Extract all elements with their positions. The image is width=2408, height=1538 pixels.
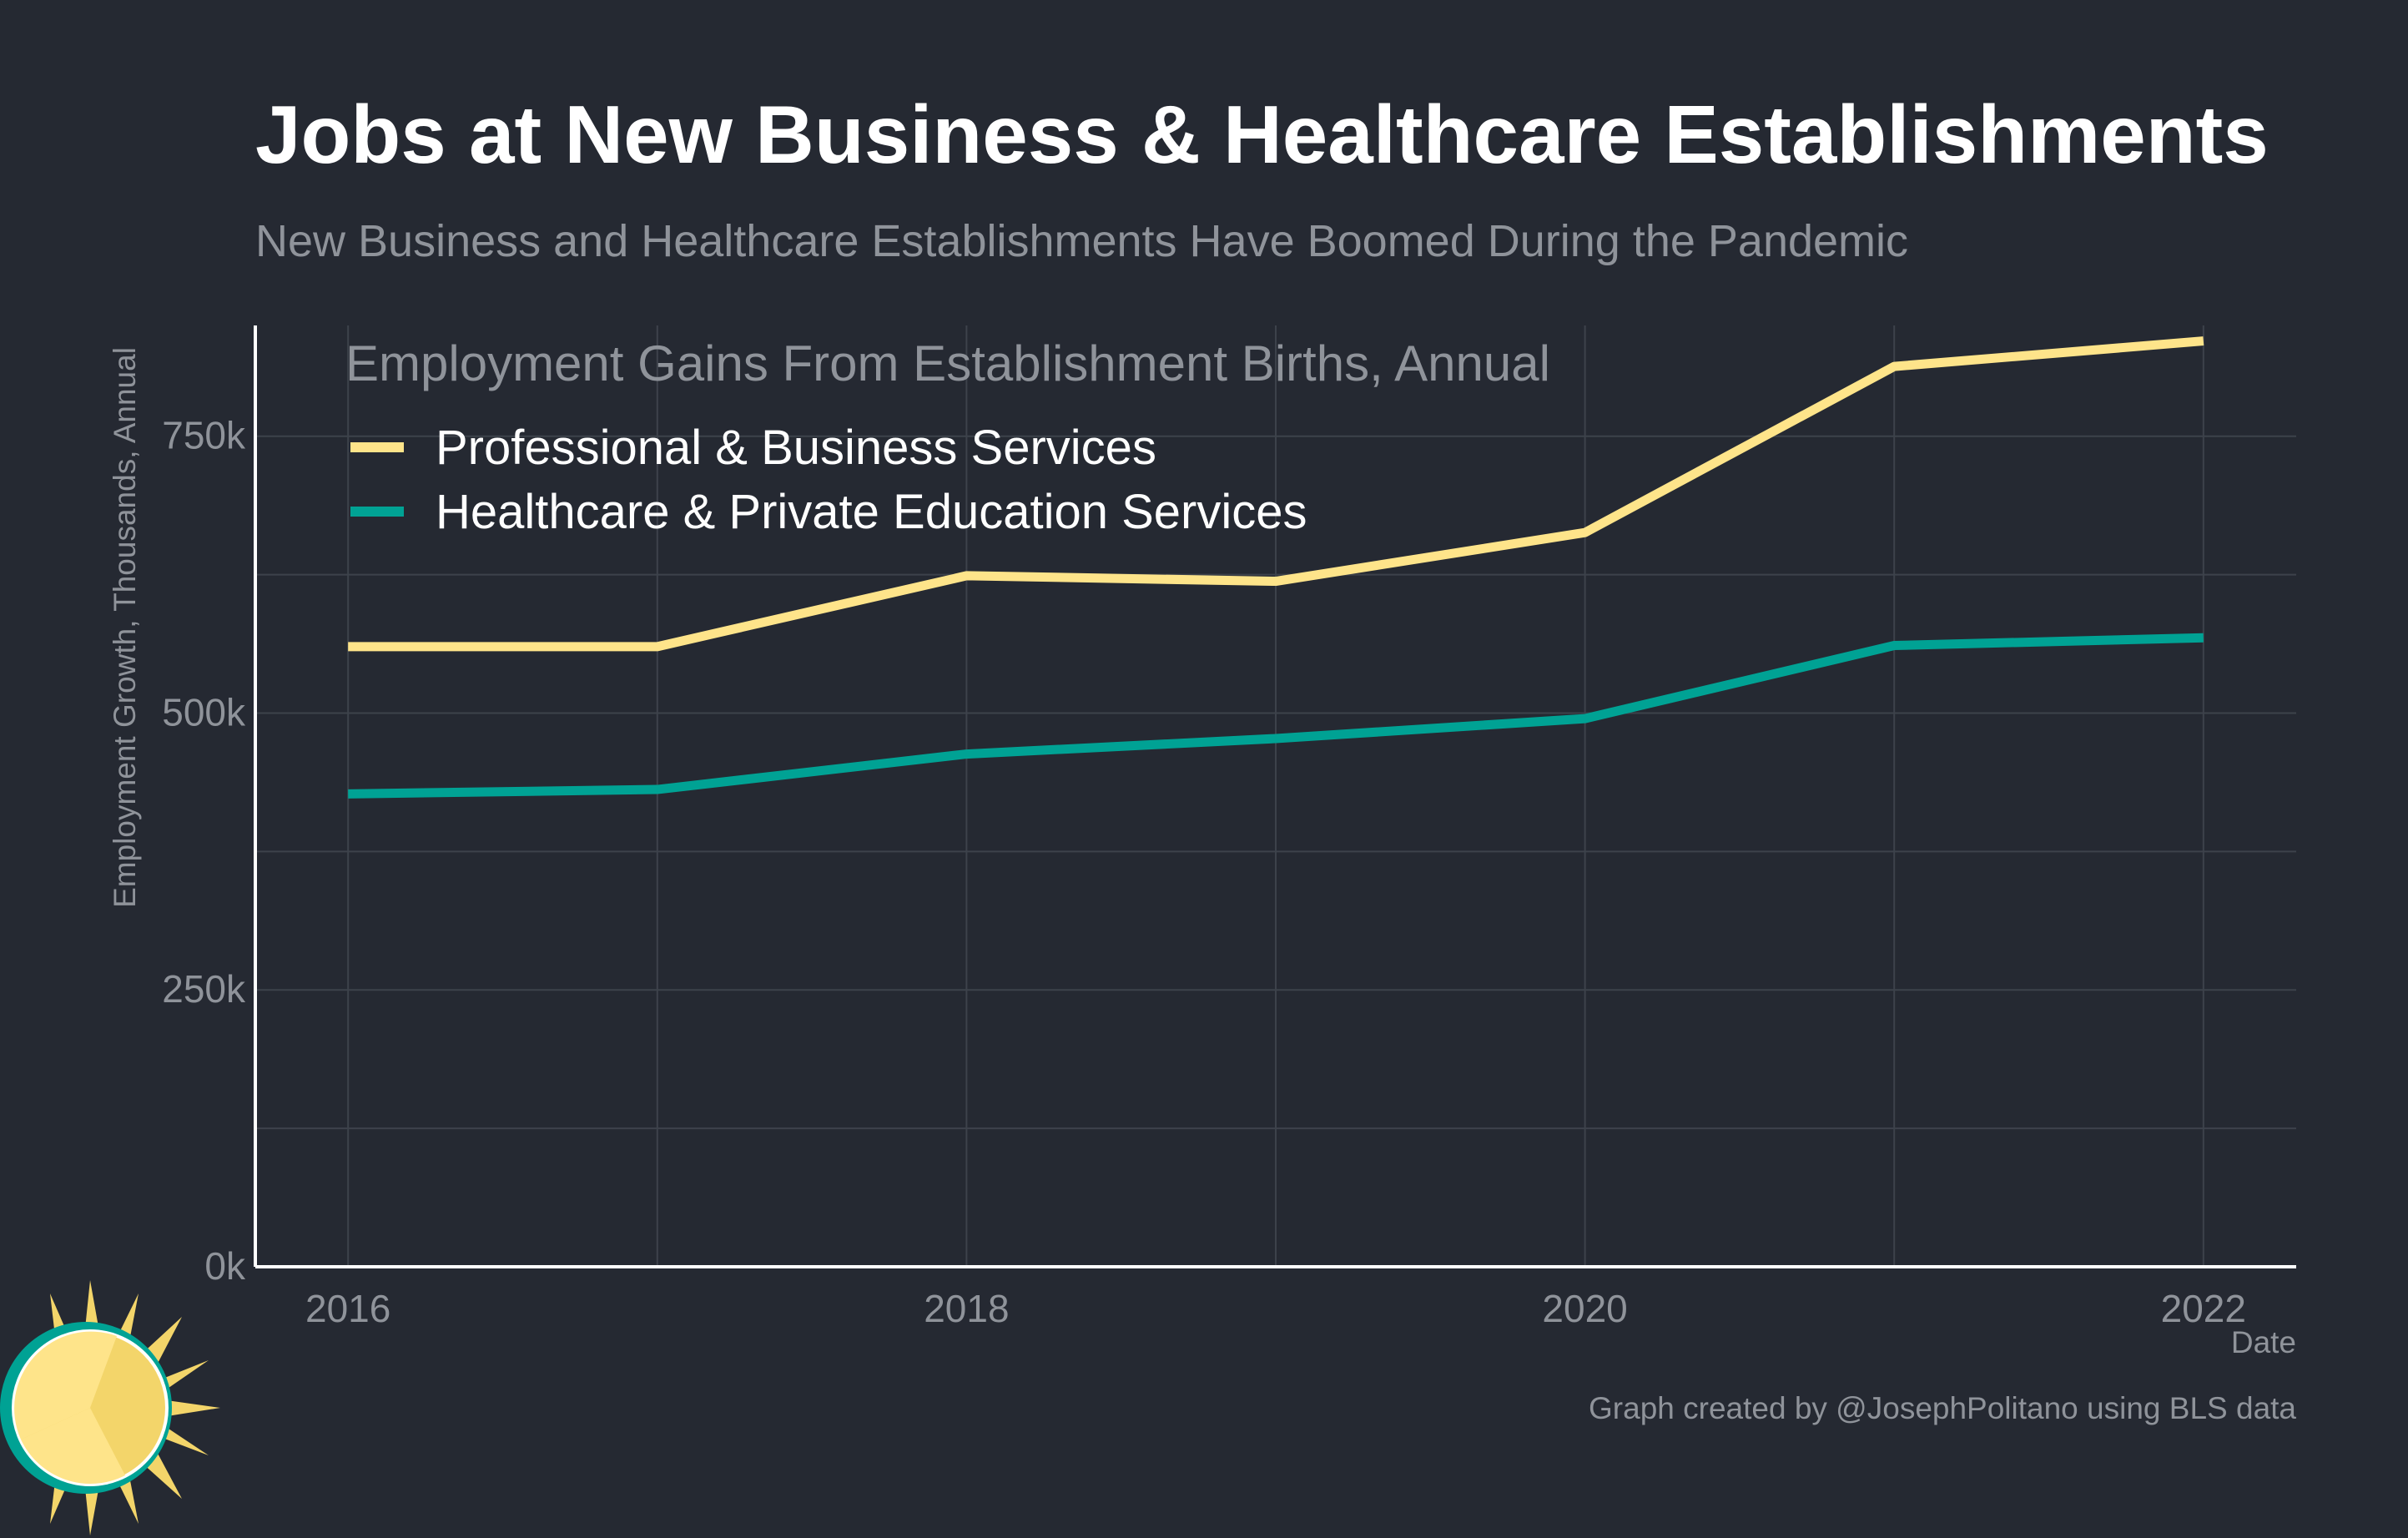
- credit-text: Graph created by @JosephPolitano using B…: [1589, 1391, 2296, 1425]
- x-tick-label: 2020: [1542, 1287, 1627, 1330]
- x-tick-label: 2018: [924, 1287, 1009, 1330]
- x-tick-label: 2016: [305, 1287, 390, 1330]
- grid-lines: [255, 325, 2296, 1267]
- chart-title: Jobs at New Business & Healthcare Establ…: [255, 88, 2269, 180]
- legend: Employment Gains From Establishment Birt…: [345, 335, 1550, 539]
- y-tick-label: 0k: [204, 1244, 246, 1288]
- sun-logo-icon: [0, 1280, 220, 1535]
- y-tick-label: 500k: [162, 690, 246, 734]
- legend-label: Healthcare & Private Education Services: [436, 485, 1307, 539]
- legend-title: Employment Gains From Establishment Birt…: [345, 335, 1550, 391]
- y-tick-label: 750k: [162, 414, 246, 457]
- y-tick-label: 250k: [162, 967, 246, 1011]
- legend-label: Professional & Business Services: [436, 421, 1156, 475]
- tick-labels: 0k 250k 500k 750k 2016 2018 2020 2022: [162, 414, 2246, 1330]
- y-axis-label: Employment Growth, Thousands, Annual: [108, 347, 142, 908]
- axes: [254, 325, 2296, 1268]
- x-tick-label: 2022: [2161, 1287, 2246, 1330]
- chart-subtitle: New Business and Healthcare Establishmen…: [255, 216, 1909, 266]
- x-axis-label: Date: [2230, 1325, 2296, 1359]
- series-lines: [348, 336, 2204, 799]
